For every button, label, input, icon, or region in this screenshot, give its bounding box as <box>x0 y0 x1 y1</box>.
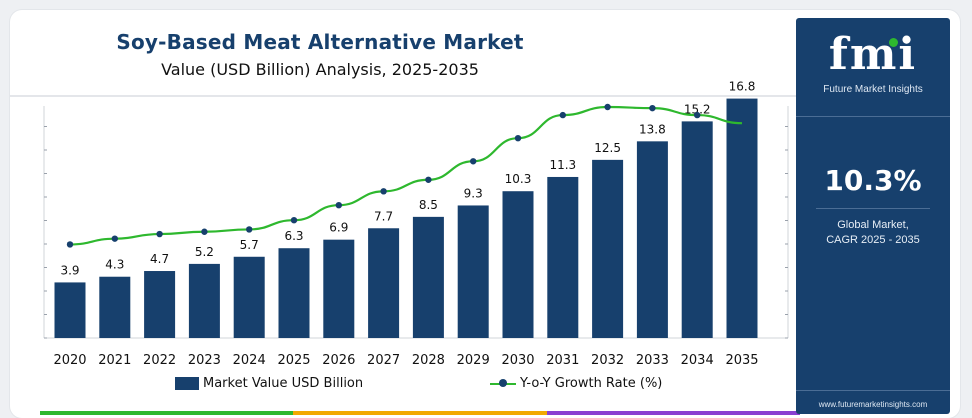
strip-segment-green <box>40 411 294 415</box>
bar-value-label-2020: 3.9 <box>60 263 79 277</box>
bar-value-label-2021: 4.3 <box>105 258 124 272</box>
bar-value-label-2024: 5.7 <box>240 238 259 252</box>
legend-line-swatch <box>490 377 516 390</box>
x-tick-label-2027: 2027 <box>367 353 400 368</box>
logo-tagline: Future Market Insights <box>823 84 923 95</box>
x-tick-label-2028: 2028 <box>412 353 445 368</box>
panel-divider <box>796 390 950 391</box>
legend-bar-swatch <box>175 377 199 390</box>
growth-point-2022 <box>156 230 163 238</box>
bar-value-label-2031: 11.3 <box>549 158 576 172</box>
growth-point-2029 <box>470 158 477 165</box>
bar-2023 <box>188 263 220 338</box>
bar-2032 <box>592 159 624 338</box>
x-tick-label-2032: 2032 <box>591 353 624 368</box>
bar-2029 <box>457 205 489 338</box>
bar-value-label-2032: 12.5 <box>594 141 621 155</box>
x-tick-label-2025: 2025 <box>277 353 310 368</box>
bar-value-label-2025: 6.3 <box>284 229 303 243</box>
bar-2020 <box>54 282 86 338</box>
growth-point-2025 <box>290 216 298 224</box>
x-tick-label-2024: 2024 <box>233 353 266 368</box>
bar-2025 <box>278 248 310 338</box>
bar-value-label-2033: 13.8 <box>639 122 666 136</box>
growth-point-2024 <box>246 226 253 233</box>
bar-line-chart: 3.9 2020 4.3 2021 4.7 2022 5.2 2023 5.7 2024 6.3 20… <box>10 80 800 368</box>
x-tick-label-2033: 2033 <box>636 353 669 368</box>
growth-point-2032 <box>604 103 611 111</box>
x-tick-label-2026: 2026 <box>322 353 355 368</box>
legend-label-growth-rate: Y-o-Y Growth Rate (%) <box>520 376 663 391</box>
growth-point-2033 <box>649 104 656 112</box>
growth-point-2026 <box>335 201 342 209</box>
chart-subtitle: Value (USD Billion) Analysis, 2025-2035 <box>161 60 479 79</box>
growth-point-2020 <box>66 241 74 248</box>
growth-point-2027 <box>380 188 387 195</box>
bar-2021 <box>99 276 131 338</box>
growth-point-2023 <box>201 228 208 235</box>
bar-2027 <box>368 228 400 338</box>
bar-value-label-2026: 6.9 <box>329 221 348 235</box>
info-panel: fmi Future Market Insights 10.3% Global … <box>796 18 950 414</box>
x-tick-label-2035: 2035 <box>725 353 758 368</box>
x-tick-label-2020: 2020 <box>53 353 86 368</box>
bar-value-label-2035: 16.8 <box>729 80 756 94</box>
bar-2024 <box>233 256 265 338</box>
growth-point-2031 <box>559 111 566 119</box>
color-strip <box>40 411 800 415</box>
bar-value-label-2023: 5.2 <box>195 245 214 259</box>
panel-divider <box>796 116 950 117</box>
strip-segment-orange <box>293 411 547 415</box>
website-link[interactable]: www.futuremarketinsights.com <box>818 400 928 409</box>
logo-dot-icon <box>889 38 898 47</box>
growth-point-2034 <box>694 111 701 119</box>
x-tick-label-2022: 2022 <box>143 353 176 368</box>
chart-legend: Market Value USD Billion Y-o-Y Growth Ra… <box>175 376 695 398</box>
x-tick-label-2034: 2034 <box>681 353 714 368</box>
bar-2033 <box>636 141 668 338</box>
bar-2022 <box>144 271 176 338</box>
bar-2034 <box>681 121 713 338</box>
bar-value-label-2034: 15.2 <box>684 102 711 116</box>
bar-2030 <box>502 191 534 338</box>
fmi-logo: fmi <box>828 29 918 80</box>
bar-2026 <box>323 239 355 338</box>
bar-2035 <box>726 98 758 339</box>
legend-item-market-value: Market Value USD Billion <box>175 376 363 391</box>
chart-title: Soy-Based Meat Alternative Market <box>116 30 524 54</box>
growth-rate-line <box>69 105 743 246</box>
strip-segment-purple <box>546 411 800 415</box>
panel-divider <box>816 208 930 209</box>
cagr-label: Global Market, CAGR 2025 - 2035 <box>826 219 920 246</box>
bar-value-label-2028: 8.5 <box>419 198 438 212</box>
legend-label-market-value: Market Value USD Billion <box>203 376 364 391</box>
x-tick-label-2021: 2021 <box>98 353 131 368</box>
bar-2031 <box>547 176 579 338</box>
bar-value-label-2029: 9.3 <box>464 186 483 200</box>
x-tick-label-2030: 2030 <box>501 353 534 368</box>
growth-point-2028 <box>425 176 432 183</box>
x-tick-label-2031: 2031 <box>546 353 579 368</box>
bar-2028 <box>412 216 444 338</box>
legend-item-growth-rate: Y-o-Y Growth Rate (%) <box>490 376 662 391</box>
bar-value-label-2022: 4.7 <box>150 252 169 266</box>
x-tick-label-2023: 2023 <box>188 353 221 368</box>
x-tick-label-2029: 2029 <box>457 353 490 368</box>
bar-value-label-2030: 10.3 <box>505 172 532 186</box>
growth-point-2030 <box>514 134 522 142</box>
cagr-value: 10.3% <box>824 164 922 197</box>
chart-card: Soy-Based Meat Alternative Market Value … <box>10 10 960 418</box>
growth-point-2021 <box>111 235 119 242</box>
bar-value-label-2027: 7.7 <box>374 209 393 223</box>
